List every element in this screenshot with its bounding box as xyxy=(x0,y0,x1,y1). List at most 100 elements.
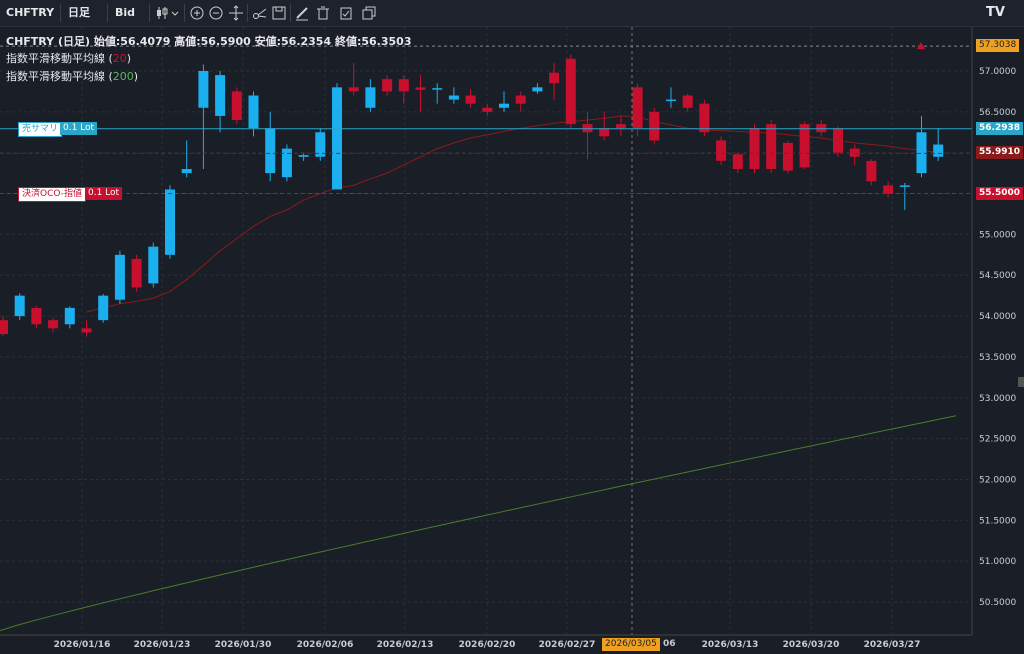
price-type-selector[interactable]: Bid ⌄ xyxy=(111,3,147,38)
copy-icon[interactable] xyxy=(360,4,378,22)
position-label[interactable]: 売サマリ xyxy=(18,121,63,137)
candle xyxy=(699,99,710,137)
pencil-icon[interactable] xyxy=(293,4,311,22)
candle xyxy=(64,306,75,329)
candle xyxy=(816,120,827,137)
price-type-label: Bid xyxy=(115,6,136,19)
candle xyxy=(716,136,727,165)
candle xyxy=(849,144,860,165)
y-tick-label: 52.5000 xyxy=(979,435,1016,445)
timeframe-label: 日足 xyxy=(68,6,90,19)
candle xyxy=(448,87,459,104)
x-tick-label: 2026/02/06 xyxy=(297,640,354,650)
candle xyxy=(782,140,793,174)
x-tick-label: 2026/03/27 xyxy=(864,640,921,650)
zoom-out-icon[interactable] xyxy=(207,4,225,22)
candle xyxy=(281,144,292,182)
save-icon[interactable] xyxy=(270,4,288,22)
symbol-selector[interactable]: CHFTRY xyxy=(2,3,54,22)
oco-price-tag: 55.5000 xyxy=(976,186,1023,200)
candle xyxy=(315,128,326,161)
position-price-tag: 56.2938 xyxy=(976,121,1023,135)
y-tick-label: 55.0000 xyxy=(979,230,1016,240)
checklist-icon[interactable] xyxy=(337,4,355,22)
candle xyxy=(599,111,610,141)
candle xyxy=(48,317,59,333)
candle xyxy=(0,316,8,337)
x-tick-label: 2026/03/20 xyxy=(783,640,840,650)
toolbar: CHFTRY 日足 ⌄ Bid ⌄ TV xyxy=(0,0,1024,38)
candle xyxy=(615,115,626,137)
oco-lot[interactable]: 0.1 Lot xyxy=(85,186,123,200)
candle xyxy=(515,91,526,112)
scroll-handle[interactable] xyxy=(1018,377,1024,387)
candle xyxy=(332,83,342,190)
y-tick-label: 56.5000 xyxy=(979,108,1016,118)
candle xyxy=(181,140,192,178)
alert-price-tag: 57.3038 xyxy=(976,39,1020,53)
ohlc-legend: CHFTRY (日足) 始値:56.4079 高値:56.5900 安値:56.… xyxy=(6,35,412,48)
move-icon[interactable] xyxy=(227,4,245,22)
timeframe-selector[interactable]: 日足 ⌄ xyxy=(64,3,104,38)
candle xyxy=(499,91,509,112)
candle xyxy=(382,75,393,96)
x-tick-label: 2026/02/27 xyxy=(539,640,596,650)
zoom-in-icon[interactable] xyxy=(188,4,206,22)
ema20-legend[interactable]: 指数平滑移動平均線 (20) xyxy=(6,52,132,65)
candle xyxy=(732,152,743,174)
crosshair-date-tag: 2026/03/05 xyxy=(602,638,660,651)
x-tick-label: 2026/01/16 xyxy=(54,640,111,650)
y-tick-label: 53.5000 xyxy=(979,353,1016,363)
crosshair-partial-label: 06 xyxy=(663,639,676,649)
y-tick-label: 52.0000 xyxy=(979,475,1016,485)
oco-label[interactable]: 決済OCO-指値 xyxy=(18,186,86,202)
x-tick-label: 2026/03/13 xyxy=(702,640,759,650)
candle xyxy=(565,54,576,129)
y-tick-label: 51.0000 xyxy=(979,557,1016,567)
candle xyxy=(482,103,493,116)
tradingview-logo: TV xyxy=(986,5,1005,20)
trash-icon[interactable] xyxy=(314,4,332,22)
chevron-down-icon[interactable] xyxy=(170,4,180,22)
candle xyxy=(198,64,209,170)
x-axis: 2026/01/16 2026/01/23 2026/01/30 2026/02/06… xyxy=(54,640,921,650)
ema200-legend[interactable]: 指数平滑移動平均線 (200) xyxy=(6,70,139,83)
candle xyxy=(98,294,109,323)
candle xyxy=(231,87,242,125)
candle xyxy=(415,75,426,112)
x-tick-label: 2026/02/20 xyxy=(459,640,516,650)
x-tick-label: 2026/01/30 xyxy=(215,640,272,650)
candle xyxy=(549,62,560,100)
symbol-label: CHFTRY xyxy=(6,6,55,19)
candle xyxy=(265,111,276,182)
candle xyxy=(398,75,409,104)
y-tick-label: 51.5000 xyxy=(979,516,1016,526)
candle xyxy=(465,88,476,108)
candlestick-icon[interactable] xyxy=(153,4,171,22)
candle xyxy=(582,111,593,160)
candle xyxy=(766,120,777,174)
candles xyxy=(0,54,944,337)
candle xyxy=(148,242,159,288)
y-tick-label: 57.0000 xyxy=(979,67,1016,77)
candle xyxy=(81,320,92,337)
x-tick-label: 2026/01/23 xyxy=(134,640,191,650)
scissors-icon[interactable] xyxy=(251,4,269,22)
candle xyxy=(833,126,843,157)
candle xyxy=(916,115,927,178)
candle xyxy=(883,181,894,198)
candle xyxy=(933,128,944,161)
candle xyxy=(666,87,676,108)
candle xyxy=(532,83,543,94)
candle xyxy=(165,185,175,259)
candle xyxy=(114,250,125,304)
position-lot[interactable]: 0.1 Lot xyxy=(60,121,98,135)
price-chart[interactable]: 57.000056.500056.000055.500055.000054.50… xyxy=(0,27,1024,654)
y-tick-label: 54.5000 xyxy=(979,271,1016,281)
candle xyxy=(866,159,877,186)
candle xyxy=(348,62,359,96)
candle xyxy=(14,293,25,321)
y-tick-label: 53.0000 xyxy=(979,394,1016,404)
alert-triangle-icon xyxy=(917,42,925,50)
candle xyxy=(31,306,42,329)
